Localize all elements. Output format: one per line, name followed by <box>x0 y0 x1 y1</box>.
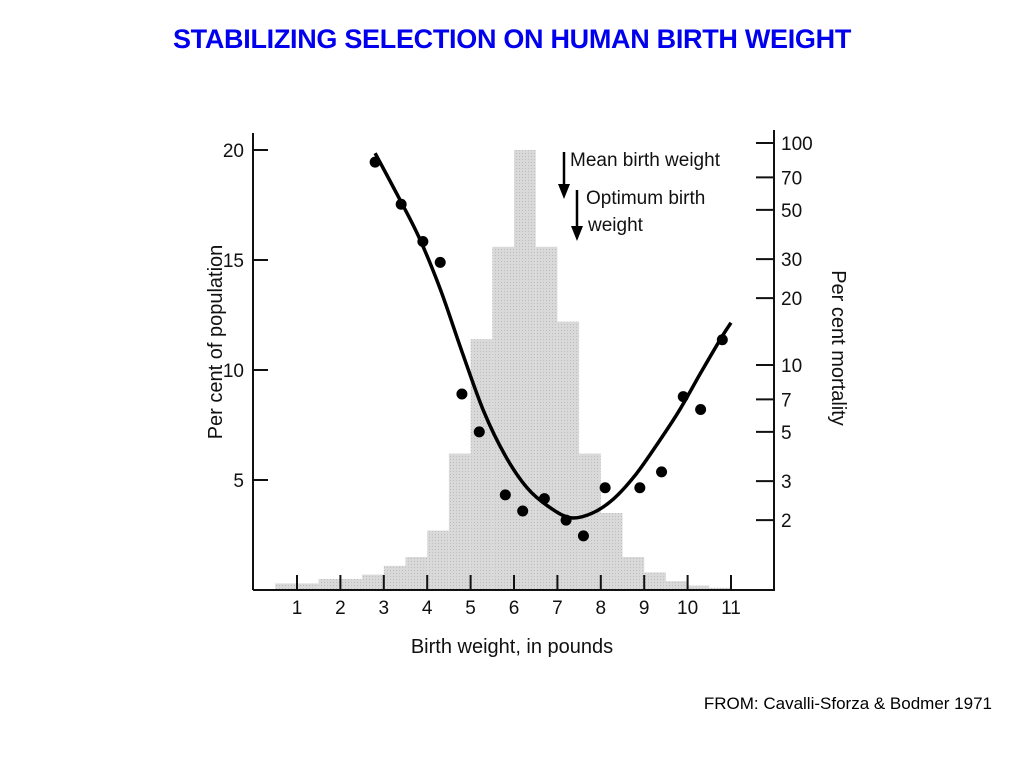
right-y-axis-ticks: 2 3 5 7 10 20 30 50 70 100 <box>756 134 813 532</box>
mortality-point <box>634 482 646 494</box>
y2-axis-label: Per cent mortality <box>827 270 849 426</box>
y2-tick-label: 10 <box>781 356 802 377</box>
mortality-point <box>538 493 550 505</box>
histogram-bar <box>383 565 406 590</box>
x-tick-label: 10 <box>677 598 698 619</box>
x-tick-label: 6 <box>509 598 520 619</box>
mortality-point <box>456 388 468 400</box>
mortality-point <box>417 236 429 248</box>
mortality-point <box>499 489 511 501</box>
mortality-point <box>677 391 689 403</box>
mortality-point <box>369 156 381 168</box>
optimum-birth-weight-label-line1: Optimum birth <box>586 188 705 209</box>
histogram-bar <box>535 246 558 591</box>
optimum-arrow-icon <box>571 226 583 241</box>
x-tick-label: 7 <box>552 598 563 619</box>
y2-tick-label: 100 <box>781 134 813 155</box>
mortality-point <box>473 426 485 438</box>
mortality-point <box>517 505 529 517</box>
histogram-bar <box>687 585 710 590</box>
mortality-point <box>434 256 446 268</box>
page-title: STABILIZING SELECTION ON HUMAN BIRTH WEI… <box>172 24 852 54</box>
histogram-bar <box>665 581 688 590</box>
histogram-bar <box>405 557 428 590</box>
histogram-bar <box>427 530 449 590</box>
mortality-point <box>577 530 589 542</box>
histogram-bar <box>514 150 536 590</box>
x-tick-label: 3 <box>379 598 390 619</box>
mortality-point <box>716 334 728 346</box>
mortality-point <box>395 198 407 210</box>
mean-birth-weight-label: Mean birth weight <box>570 150 721 171</box>
left-y-axis-ticks: 5 10 15 20 <box>223 141 268 492</box>
mortality-point <box>560 514 572 526</box>
y-tick-label: 15 <box>223 251 244 272</box>
mean-birth-weight-annotation: Mean birth weight <box>558 150 721 199</box>
x-tick-label: 2 <box>335 598 346 619</box>
mean-arrow-icon <box>558 184 570 199</box>
y2-tick-label: 30 <box>781 250 802 271</box>
histogram-bar <box>470 339 493 590</box>
x-tick-label: 5 <box>465 598 476 619</box>
fitted-mortality-curve <box>373 152 733 520</box>
histogram-bar <box>557 321 580 590</box>
y-tick-label: 5 <box>233 471 244 492</box>
y2-tick-label: 5 <box>781 423 792 444</box>
mortality-points <box>369 156 728 542</box>
histogram-bar <box>600 513 623 590</box>
mortality-point <box>695 404 707 416</box>
y2-tick-label: 20 <box>781 289 802 310</box>
histogram-bar <box>644 572 666 590</box>
x-tick-label: 8 <box>596 598 607 619</box>
optimum-birth-weight-label-line2: weight <box>587 215 644 236</box>
x-axis-ticks: 1 2 3 4 5 6 7 8 9 10 11 <box>292 575 741 619</box>
histogram-bar <box>579 453 601 590</box>
histogram-bar <box>448 453 471 590</box>
y-tick-label: 20 <box>223 141 244 162</box>
x-tick-label: 1 <box>292 598 303 619</box>
y2-tick-label: 3 <box>781 472 792 493</box>
mortality-point <box>656 466 668 478</box>
histogram-bar <box>362 574 384 590</box>
y2-tick-label: 2 <box>781 511 792 532</box>
optimum-birth-weight-annotation: Optimum birth weight <box>571 188 705 241</box>
histogram-bar <box>709 587 731 590</box>
x-axis-label: Birth weight, in pounds <box>411 636 613 658</box>
histogram-bar <box>622 557 645 590</box>
y-tick-label: 10 <box>223 361 244 382</box>
source-citation: FROM: Cavalli-Sforza & Bodmer 1971 <box>703 694 992 713</box>
histogram-bar <box>492 246 514 591</box>
x-tick-label: 11 <box>721 598 741 619</box>
histogram-bars <box>275 150 731 591</box>
y2-tick-label: 7 <box>781 390 792 411</box>
y-axis-label: Per cent of population <box>205 245 227 440</box>
y2-tick-label: 70 <box>781 168 802 189</box>
x-tick-label: 4 <box>422 598 433 619</box>
y2-tick-label: 50 <box>781 201 802 222</box>
mortality-point <box>599 482 611 494</box>
x-tick-label: 9 <box>639 598 650 619</box>
